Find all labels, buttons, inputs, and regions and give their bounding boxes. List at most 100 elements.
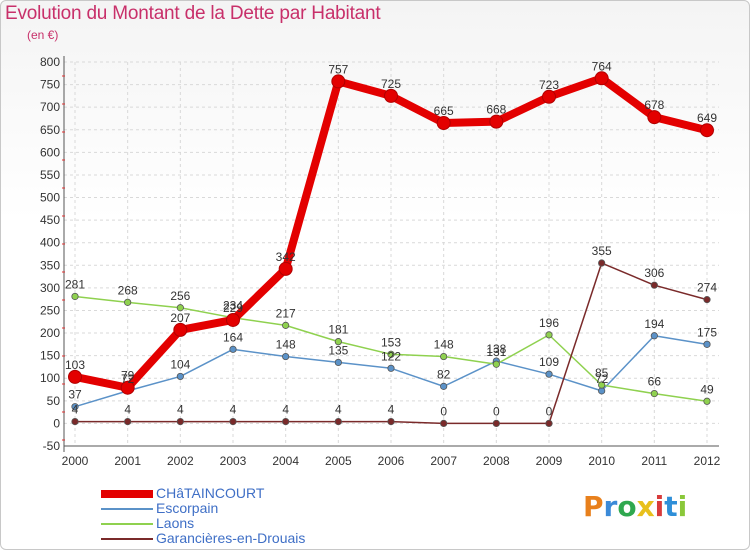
data-label: 49	[700, 382, 714, 396]
data-label: 4	[230, 403, 237, 417]
legend: CHâTAINCOURT Escorpain Laons Garancières-en…	[101, 486, 305, 546]
series-lines	[68, 71, 714, 428]
x-tick-label: 2006	[378, 454, 405, 468]
proxiti-logo: Proxiti	[583, 490, 687, 523]
data-label: 37	[68, 388, 82, 402]
data-label: 164	[223, 330, 243, 344]
chart-title: Evolution du Montant de la Dette par Hab…	[5, 3, 381, 24]
data-point	[542, 89, 556, 104]
data-point	[331, 74, 346, 89]
data-point	[334, 418, 342, 426]
data-point	[387, 418, 395, 426]
data-label: 104	[170, 357, 190, 371]
data-label: 0	[493, 404, 500, 418]
data-label: 82	[437, 367, 451, 381]
data-point	[334, 358, 342, 367]
legend-swatch	[101, 489, 153, 498]
data-label: 175	[697, 325, 717, 339]
y-tick-label: 100	[40, 371, 60, 385]
legend-label: Escorpain	[156, 500, 219, 516]
data-label: 196	[539, 316, 559, 330]
data-point	[703, 397, 711, 405]
data-label: 757	[328, 62, 348, 76]
data-label: 764	[592, 59, 612, 73]
data-label: 79	[121, 369, 135, 383]
y-tick-label: 550	[40, 168, 60, 182]
data-labels: 103 79 207 229 342 757 725 665 668 723 764 678 649 37…	[65, 59, 717, 418]
data-point	[124, 418, 132, 426]
data-point	[71, 292, 79, 301]
y-tick-label: 150	[40, 349, 60, 363]
x-tick-label: 2003	[220, 454, 247, 468]
y-tick-label: 600	[40, 145, 60, 159]
data-label: 274	[697, 281, 717, 295]
data-point	[545, 370, 553, 378]
data-label: 725	[381, 77, 401, 91]
y-tick-label: 750	[40, 78, 60, 92]
data-label: 148	[276, 338, 296, 352]
data-point	[647, 110, 662, 125]
chart-unit-label: (en €)	[27, 28, 59, 42]
data-label: 4	[335, 403, 342, 417]
data-point	[68, 369, 82, 384]
data-point	[334, 338, 342, 346]
data-point	[176, 304, 184, 312]
data-point	[700, 123, 714, 138]
data-label: 135	[328, 343, 348, 357]
data-point	[492, 360, 500, 368]
legend-label: CHâTAINCOURT	[156, 485, 265, 501]
x-tick-label: 2004	[272, 454, 299, 468]
data-point	[384, 88, 398, 103]
data-label: 122	[381, 349, 401, 363]
data-label: 148	[434, 338, 454, 352]
data-point	[282, 418, 290, 426]
data-label: 668	[486, 103, 506, 117]
data-label: 665	[434, 104, 454, 118]
data-label: 194	[644, 317, 664, 331]
x-tick-label: 2001	[114, 454, 141, 468]
data-label: 72	[595, 372, 609, 386]
data-label: 229	[223, 301, 243, 315]
data-label: 234	[223, 299, 243, 313]
data-point	[703, 340, 711, 348]
data-label: 649	[697, 111, 717, 125]
data-point	[282, 321, 290, 329]
logo-letter: i	[677, 490, 688, 523]
data-point	[282, 352, 290, 361]
data-label: 355	[592, 244, 612, 258]
data-point	[598, 387, 606, 395]
legend-item: Escorpain	[101, 501, 305, 516]
y-tick-label: 800	[40, 55, 60, 69]
data-point	[120, 380, 135, 395]
y-tick-label: 200	[40, 326, 60, 340]
data-point	[650, 332, 658, 340]
data-point	[650, 389, 658, 398]
data-label: 217	[276, 306, 296, 320]
data-label: 723	[539, 78, 559, 92]
y-axis-ticks: -50 0 50 100 150 200 250 300 350 400 450 500 550 600 6…	[40, 55, 60, 453]
data-label: 678	[644, 98, 664, 112]
data-label: 85	[595, 366, 609, 380]
data-point	[436, 115, 451, 130]
data-label: 181	[328, 323, 348, 337]
legend-label: Garancières-en-Drouais	[156, 530, 306, 546]
data-point	[598, 259, 606, 267]
logo-letter: P	[583, 490, 604, 523]
data-label: 342	[276, 250, 296, 264]
x-axis-ticks: 2000 2001 2002 2003 2004 2005 2006 2007 2008 2009…	[62, 454, 721, 468]
axes	[62, 56, 719, 452]
data-point	[176, 372, 184, 381]
logo-letter: r	[603, 490, 618, 523]
legend-item: CHâTAINCOURT	[101, 486, 305, 501]
x-tick-label: 2005	[325, 454, 352, 468]
data-point	[387, 364, 395, 372]
data-point	[545, 419, 553, 428]
data-point	[440, 419, 448, 428]
x-tick-label: 2011	[641, 454, 667, 468]
data-point	[173, 322, 188, 337]
data-point	[226, 312, 240, 327]
x-tick-label: 2012	[694, 454, 721, 468]
x-tick-label: 2008	[483, 454, 510, 468]
logo-letter: t	[664, 490, 678, 523]
data-point	[71, 403, 79, 411]
